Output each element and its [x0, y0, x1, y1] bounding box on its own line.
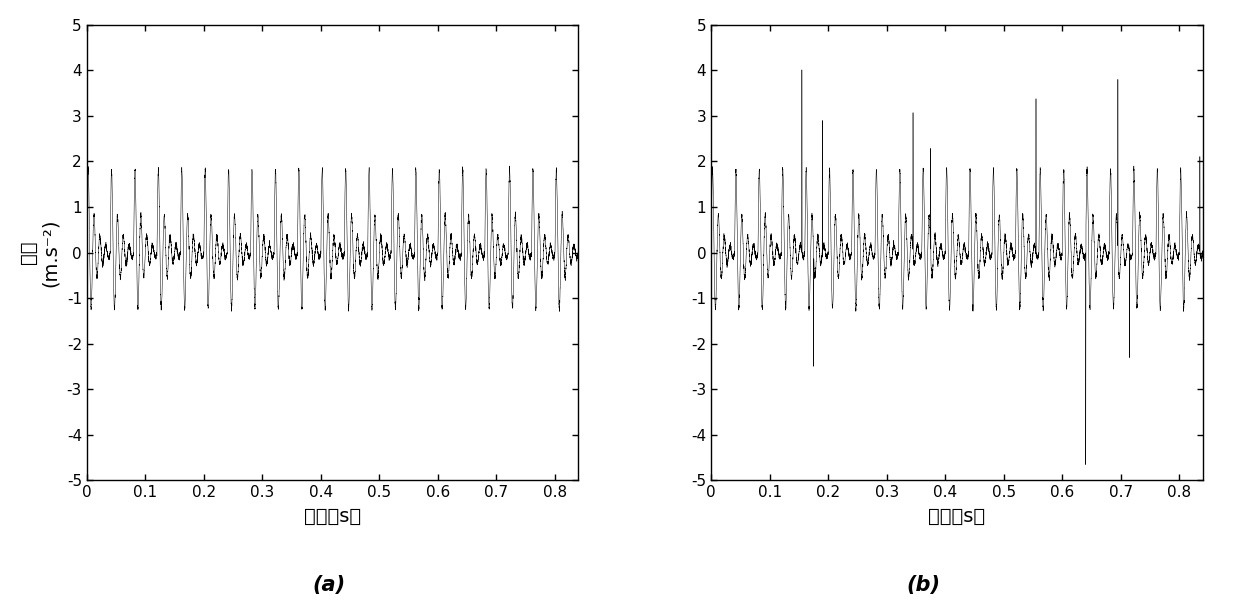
- X-axis label: 时间（s）: 时间（s）: [304, 508, 361, 526]
- Text: (a): (a): [312, 575, 345, 595]
- X-axis label: 时间（s）: 时间（s）: [929, 508, 986, 526]
- Text: (b): (b): [906, 575, 941, 595]
- Y-axis label: 幅値
(m.s⁻²): 幅値 (m.s⁻²): [19, 218, 60, 287]
